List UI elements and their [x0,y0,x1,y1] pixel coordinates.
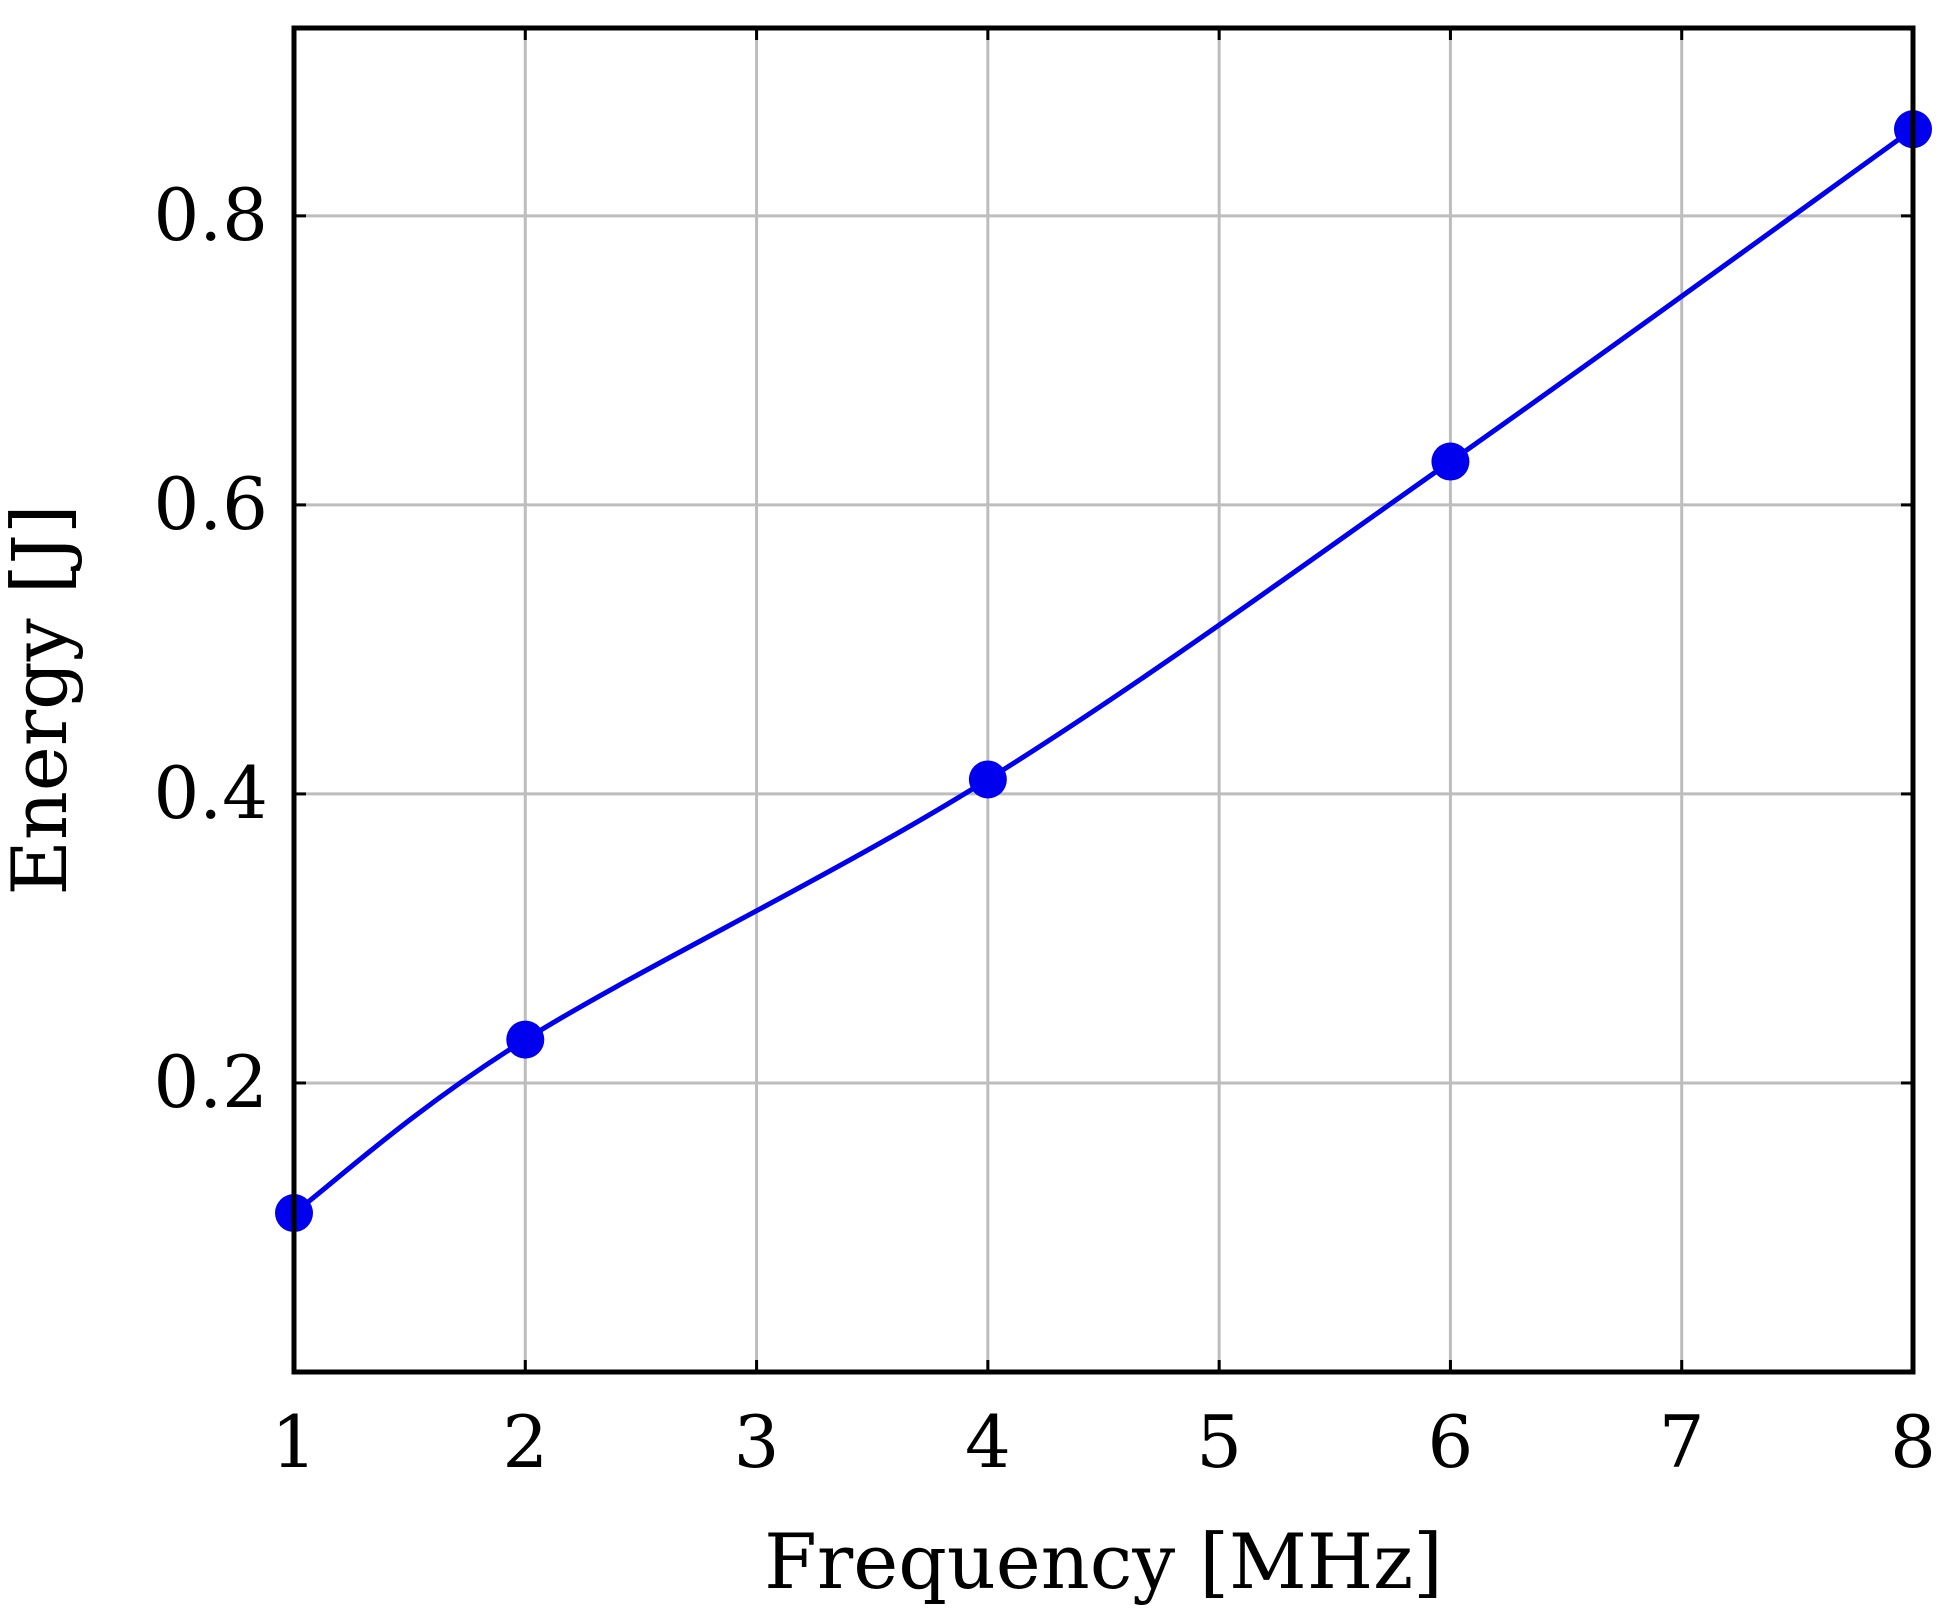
data-point-6 [1431,442,1470,481]
data-point-4 [968,760,1007,799]
x-tick-label-8: 8 [1890,1400,1936,1484]
x-axis-ticks: 1 2 3 4 5 6 7 8 [271,28,1936,1484]
x-tick-label-7: 7 [1659,1400,1705,1484]
y-axis-label: Energy [J] [0,504,84,895]
y-tick-label-0.6: 0.6 [153,462,268,546]
y-tick-label-0.4: 0.4 [153,751,268,835]
grid-lines [292,28,1915,1372]
x-tick-label-2: 2 [502,1400,548,1484]
plot-frame [291,25,1916,1375]
x-tick-label-5: 5 [1196,1400,1242,1484]
series-line-0 [292,127,1915,1216]
x-tick-label-1: 1 [271,1400,317,1484]
data-point-2 [506,1020,545,1059]
data-series [275,110,1932,1233]
x-tick-label-3: 3 [734,1400,780,1484]
x-tick-label-6: 6 [1428,1400,1474,1484]
y-axis-ticks: 0.2 0.4 0.6 0.8 [153,173,1913,1124]
y-tick-label-0.2: 0.2 [153,1040,268,1124]
x-axis-label: Frequency [MHz] [764,1517,1443,1606]
y-tick-label-0.8: 0.8 [153,173,268,257]
x-tick-label-4: 4 [965,1400,1011,1484]
